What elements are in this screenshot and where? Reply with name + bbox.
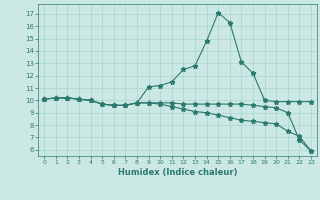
X-axis label: Humidex (Indice chaleur): Humidex (Indice chaleur) [118,168,237,177]
